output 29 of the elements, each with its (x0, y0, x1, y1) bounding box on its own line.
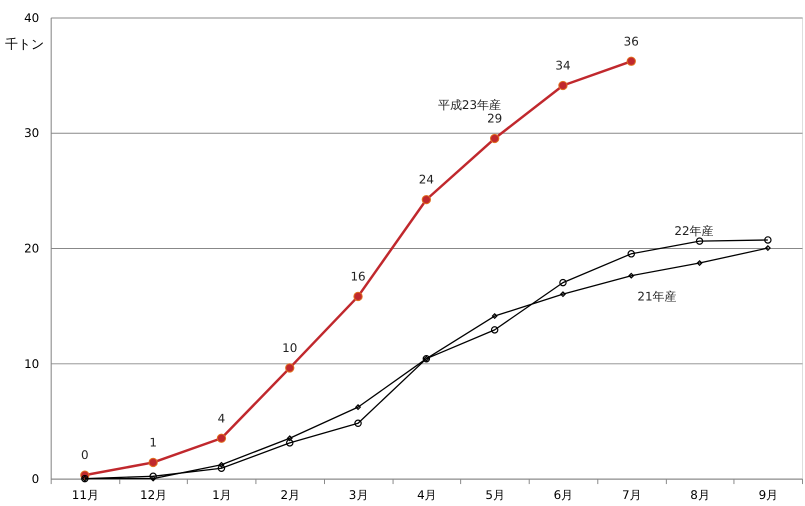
series-label: 21年産 (637, 289, 677, 304)
data-label: 29 (487, 112, 502, 126)
x-tick-label: 8月 (690, 488, 710, 502)
data-label: 16 (350, 270, 366, 284)
y-tick-label: 0 (32, 472, 40, 486)
x-tick-label: 2月 (280, 488, 300, 502)
x-tick-label: 3月 (348, 488, 368, 502)
x-tick-label: 4月 (417, 488, 437, 502)
x-tick-label: 1月 (212, 488, 232, 502)
x-tick-label: 12月 (140, 488, 168, 502)
series-label: 平成23年産 (438, 98, 502, 112)
data-label: 1 (149, 436, 157, 450)
x-tick-label: 11月 (72, 488, 99, 502)
data-label: 0 (81, 448, 89, 462)
data-label: 34 (555, 58, 571, 73)
data-label: 24 (418, 172, 434, 187)
y-tick-label: 30 (24, 126, 40, 140)
y-tick-label: 10 (24, 356, 40, 371)
x-tick-label: 5月 (485, 488, 505, 502)
y-tick-label: 20 (24, 242, 40, 256)
data-label: 4 (218, 411, 226, 426)
y-tick-label: 40 (24, 10, 40, 25)
x-tick-label: 9月 (758, 488, 778, 502)
x-tick-label: 6月 (554, 488, 574, 502)
data-label: 10 (282, 341, 298, 356)
data-label: 36 (624, 34, 639, 48)
y-axis-title: 千トン (4, 37, 44, 52)
x-tick-label: 7月 (622, 488, 642, 502)
series-label: 22年産 (674, 224, 714, 238)
